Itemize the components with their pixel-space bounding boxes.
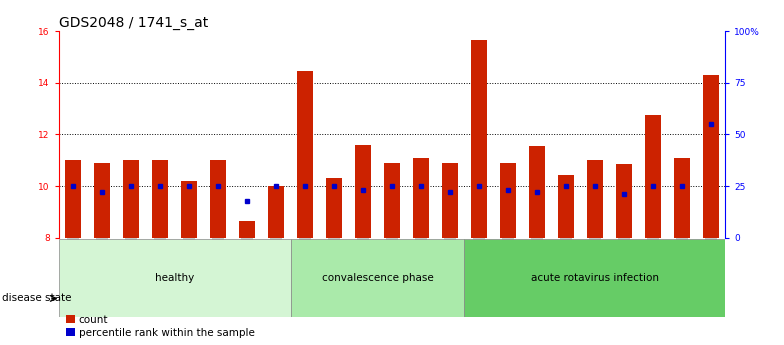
Bar <box>123 160 140 238</box>
Bar <box>442 163 458 238</box>
Bar <box>268 186 284 238</box>
Bar <box>615 164 632 238</box>
Bar <box>355 145 371 238</box>
Text: disease state: disease state <box>2 294 72 303</box>
Text: convalescence phase: convalescence phase <box>321 273 434 283</box>
Bar <box>673 158 690 238</box>
Bar <box>326 178 342 238</box>
Text: acute rotavirus infection: acute rotavirus infection <box>531 273 659 283</box>
Bar <box>152 160 169 238</box>
Bar <box>413 158 429 238</box>
Bar <box>500 163 516 238</box>
Bar <box>384 163 400 238</box>
Bar <box>297 71 313 238</box>
Legend: count, percentile rank within the sample: count, percentile rank within the sample <box>67 315 255 338</box>
Bar <box>291 239 464 317</box>
Bar <box>464 239 725 317</box>
Bar <box>529 146 545 238</box>
Bar <box>94 163 111 238</box>
Bar <box>471 40 487 238</box>
Bar <box>644 115 661 238</box>
Bar <box>181 181 197 238</box>
Text: GDS2048 / 1741_s_at: GDS2048 / 1741_s_at <box>59 16 208 30</box>
Bar <box>59 239 291 317</box>
Bar <box>702 75 719 238</box>
Bar <box>558 175 574 238</box>
Bar <box>210 160 226 238</box>
Bar <box>239 221 255 238</box>
Text: healthy: healthy <box>155 273 194 283</box>
Bar <box>587 160 603 238</box>
Bar <box>65 160 82 238</box>
